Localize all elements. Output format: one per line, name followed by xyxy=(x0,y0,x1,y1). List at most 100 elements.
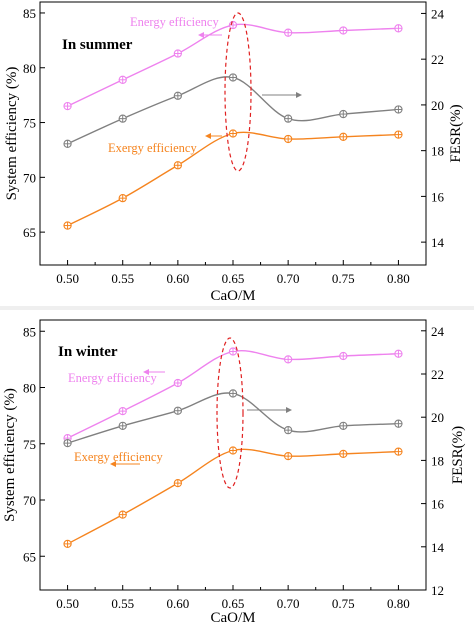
y-tick-label: 80 xyxy=(23,61,36,76)
y2-tick-label: 18 xyxy=(431,144,444,159)
x-tick-label: 0.80 xyxy=(387,271,410,286)
x-tick-label: 0.55 xyxy=(111,596,134,611)
y-tick-label: 85 xyxy=(23,6,36,21)
data-point-1 xyxy=(339,26,348,35)
y2-tick-label: 24 xyxy=(431,324,445,339)
x-tick-label: 0.65 xyxy=(222,271,245,286)
data-point-2 xyxy=(394,105,403,114)
data-point-3 xyxy=(283,134,293,144)
x-tick-label: 0.80 xyxy=(387,596,410,611)
data-point-2 xyxy=(339,109,348,119)
exergy-efficiency-label: Exergy efficiency xyxy=(74,450,163,464)
x-tick-label: 0.55 xyxy=(111,271,134,286)
data-point-3 xyxy=(118,510,127,519)
x-tick-label: 0.50 xyxy=(56,271,79,286)
series-line-2 xyxy=(67,392,399,444)
y2-axis-title: FESR(%) xyxy=(448,104,464,162)
season-label: In winter xyxy=(58,344,118,360)
data-point-1 xyxy=(118,75,127,84)
data-point-3 xyxy=(394,130,403,139)
data-point-1 xyxy=(394,349,403,358)
data-point-2 xyxy=(63,438,72,448)
highlight-ellipse xyxy=(216,337,244,489)
data-point-3 xyxy=(339,132,348,141)
highlight-ellipse xyxy=(224,12,252,172)
exergy-efficiency-label: Exergy efficiency xyxy=(108,141,197,155)
y2-tick-label: 20 xyxy=(431,98,444,113)
y2-tick-label: 16 xyxy=(431,189,445,204)
x-tick-label: 0.75 xyxy=(332,596,355,611)
y-tick-label: 65 xyxy=(23,225,36,240)
data-point-1 xyxy=(394,24,403,33)
data-point-3 xyxy=(228,446,238,455)
chart-panel-1: 0.50 0.55 0.60 0.65 0.70 0.75 0.80 65 70 75 80 85 14… xyxy=(4,1,464,304)
data-point-1 xyxy=(283,355,293,364)
data-point-3 xyxy=(228,129,238,138)
y-tick-label: 70 xyxy=(23,493,36,508)
data-point-3 xyxy=(339,449,348,459)
x-axis-title: CaO/M xyxy=(211,288,256,304)
fesr-arrow-head xyxy=(286,407,292,413)
data-point-3 xyxy=(173,161,183,170)
energy-arrow-head xyxy=(143,369,149,375)
data-point-1 xyxy=(283,28,293,37)
data-point-3 xyxy=(118,194,127,203)
data-point-2 xyxy=(118,114,127,123)
energy-efficiency-label: Energy efficiency xyxy=(130,15,219,29)
data-point-2 xyxy=(339,421,348,430)
y-axis-title: System efficiency (%) xyxy=(2,388,18,522)
y-tick-label: 65 xyxy=(23,549,36,564)
data-point-2 xyxy=(283,426,293,435)
energy-arrow-head xyxy=(198,32,204,38)
y2-tick-label: 22 xyxy=(431,367,444,382)
y2-tick-label: 22 xyxy=(431,52,444,67)
x-tick-label: 0.60 xyxy=(166,596,189,611)
x-axis-title: CaO/M xyxy=(211,610,256,626)
x-tick-label: 0.60 xyxy=(166,271,189,286)
data-point-2 xyxy=(228,73,238,82)
x-tick-label: 0.50 xyxy=(56,596,79,611)
y2-tick-label: 12 xyxy=(431,583,444,598)
fesr-arrow-head xyxy=(296,92,302,98)
data-point-1 xyxy=(228,347,238,356)
y-tick-label: 75 xyxy=(23,116,36,131)
chart-panel-2: 0.50 0.55 0.60 0.65 0.70 0.75 0.80 65 70 75 80 85 12… xyxy=(2,319,466,626)
y-tick-label: 85 xyxy=(23,324,36,339)
data-point-3 xyxy=(173,478,183,488)
data-point-3 xyxy=(394,447,403,456)
panel-divider xyxy=(0,306,474,310)
y2-tick-label: 18 xyxy=(431,453,444,468)
x-tick-label: 0.70 xyxy=(277,271,300,286)
y2-tick-label: 20 xyxy=(431,410,444,425)
y2-tick-label: 24 xyxy=(431,6,445,21)
data-point-2 xyxy=(394,419,403,428)
data-point-2 xyxy=(118,421,127,430)
data-point-2 xyxy=(228,389,238,398)
data-point-2 xyxy=(173,91,183,100)
data-point-2 xyxy=(283,114,293,123)
y-tick-label: 75 xyxy=(23,437,36,452)
data-point-1 xyxy=(63,101,72,111)
y2-tick-label: 16 xyxy=(431,497,445,512)
y2-axis-title: FESR(%) xyxy=(450,426,466,484)
y2-tick-label: 14 xyxy=(431,540,445,555)
data-point-1 xyxy=(339,351,348,361)
x-tick-label: 0.65 xyxy=(222,596,245,611)
data-point-1 xyxy=(228,20,238,30)
y2-tick-label: 14 xyxy=(431,235,445,250)
x-tick-label: 0.70 xyxy=(277,596,300,611)
data-point-3 xyxy=(283,451,293,461)
exergy-arrow-head xyxy=(205,133,211,139)
data-point-1 xyxy=(173,378,183,388)
data-point-1 xyxy=(118,406,127,416)
y-tick-label: 70 xyxy=(23,170,36,185)
energy-efficiency-label: Energy efficiency xyxy=(68,371,157,385)
data-point-2 xyxy=(173,406,183,415)
data-point-3 xyxy=(63,221,72,230)
x-tick-label: 0.75 xyxy=(332,271,355,286)
y-tick-label: 80 xyxy=(23,381,36,396)
data-point-2 xyxy=(63,139,72,148)
season-label: In summer xyxy=(62,37,133,53)
exergy-arrow-head xyxy=(110,461,116,467)
